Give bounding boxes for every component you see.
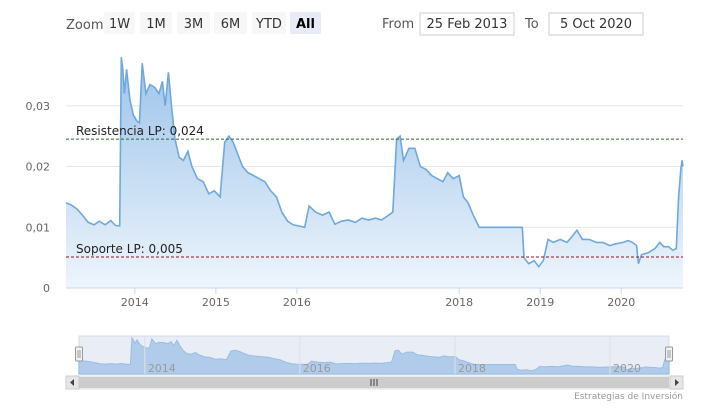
x-tick-label: 2018 bbox=[445, 296, 473, 309]
navigator[interactable]: 2014 2016 2018 2020 bbox=[75, 335, 673, 375]
scroll-right-button[interactable] bbox=[669, 375, 684, 390]
resistance-label: Resistencia LP: 0,024 bbox=[76, 124, 204, 138]
range-selector: Zoom 1W 1M 3M 6M YTD All From 25 Feb 2013 To … bbox=[66, 12, 644, 36]
x-tick-label: 2019 bbox=[526, 296, 554, 309]
to-date-input[interactable] bbox=[548, 12, 644, 36]
navigator-area bbox=[78, 336, 670, 375]
y-tick-label: 0,03 bbox=[26, 100, 51, 113]
x-tick-label: 2015 bbox=[202, 296, 230, 309]
navigator-handle-left[interactable] bbox=[75, 346, 83, 362]
x-tick-label: 2014 bbox=[121, 296, 149, 309]
y-tick-label: 0,02 bbox=[26, 161, 51, 174]
to-label: To bbox=[524, 17, 539, 32]
navigator-tick-label: 2018 bbox=[458, 362, 486, 375]
y-tick-label: 0,01 bbox=[26, 221, 51, 234]
arrow-right-icon bbox=[675, 379, 679, 386]
price-line bbox=[65, 57, 684, 269]
navigator-tick-label: 2016 bbox=[303, 362, 331, 375]
zoom-button-1w[interactable]: 1W bbox=[104, 12, 135, 34]
zoom-label: Zoom bbox=[66, 18, 103, 33]
zoom-button-3m[interactable]: 3M bbox=[177, 12, 210, 34]
svg-text:YTD: YTD bbox=[255, 17, 282, 32]
arrow-left-icon bbox=[70, 379, 74, 386]
navigator-tick-label: 2014 bbox=[148, 362, 176, 375]
zoom-button-all[interactable]: All bbox=[290, 12, 321, 34]
navigator-tick-label: 2020 bbox=[613, 362, 641, 375]
navigator-handle-right[interactable] bbox=[665, 346, 673, 362]
scrollbar-grip-icon bbox=[370, 379, 378, 386]
svg-text:1M: 1M bbox=[146, 17, 166, 32]
x-tick-label: 2020 bbox=[607, 296, 635, 309]
svg-text:All: All bbox=[296, 17, 315, 32]
to-date-value: 5 Oct 2020 bbox=[560, 17, 632, 32]
support-label: Soporte LP: 0,005 bbox=[76, 242, 183, 256]
x-tick-label: 2016 bbox=[283, 296, 311, 309]
from-date-input[interactable] bbox=[419, 12, 515, 36]
navigator-selection-mask[interactable] bbox=[79, 336, 669, 374]
chart-credit: Estrategias de Inversión bbox=[574, 391, 683, 402]
from-label: From bbox=[382, 17, 414, 32]
from-date-value: 25 Feb 2013 bbox=[427, 17, 508, 32]
zoom-button-ytd[interactable]: YTD bbox=[252, 12, 286, 34]
zoom-button-1m[interactable]: 1M bbox=[140, 12, 172, 34]
svg-text:3M: 3M bbox=[184, 17, 204, 32]
svg-text:6M: 6M bbox=[221, 17, 241, 32]
svg-text:1W: 1W bbox=[109, 17, 130, 32]
scrollbar[interactable] bbox=[65, 375, 684, 390]
zoom-button-6m[interactable]: 6M bbox=[214, 12, 247, 34]
price-area bbox=[66, 57, 683, 289]
y-tick-label: 0 bbox=[43, 282, 50, 295]
scroll-left-button[interactable] bbox=[65, 375, 80, 390]
plot-area[interactable]: 0 0,01 0,02 0,03 Resistencia LP: 0,024 Sopor… bbox=[26, 57, 684, 309]
